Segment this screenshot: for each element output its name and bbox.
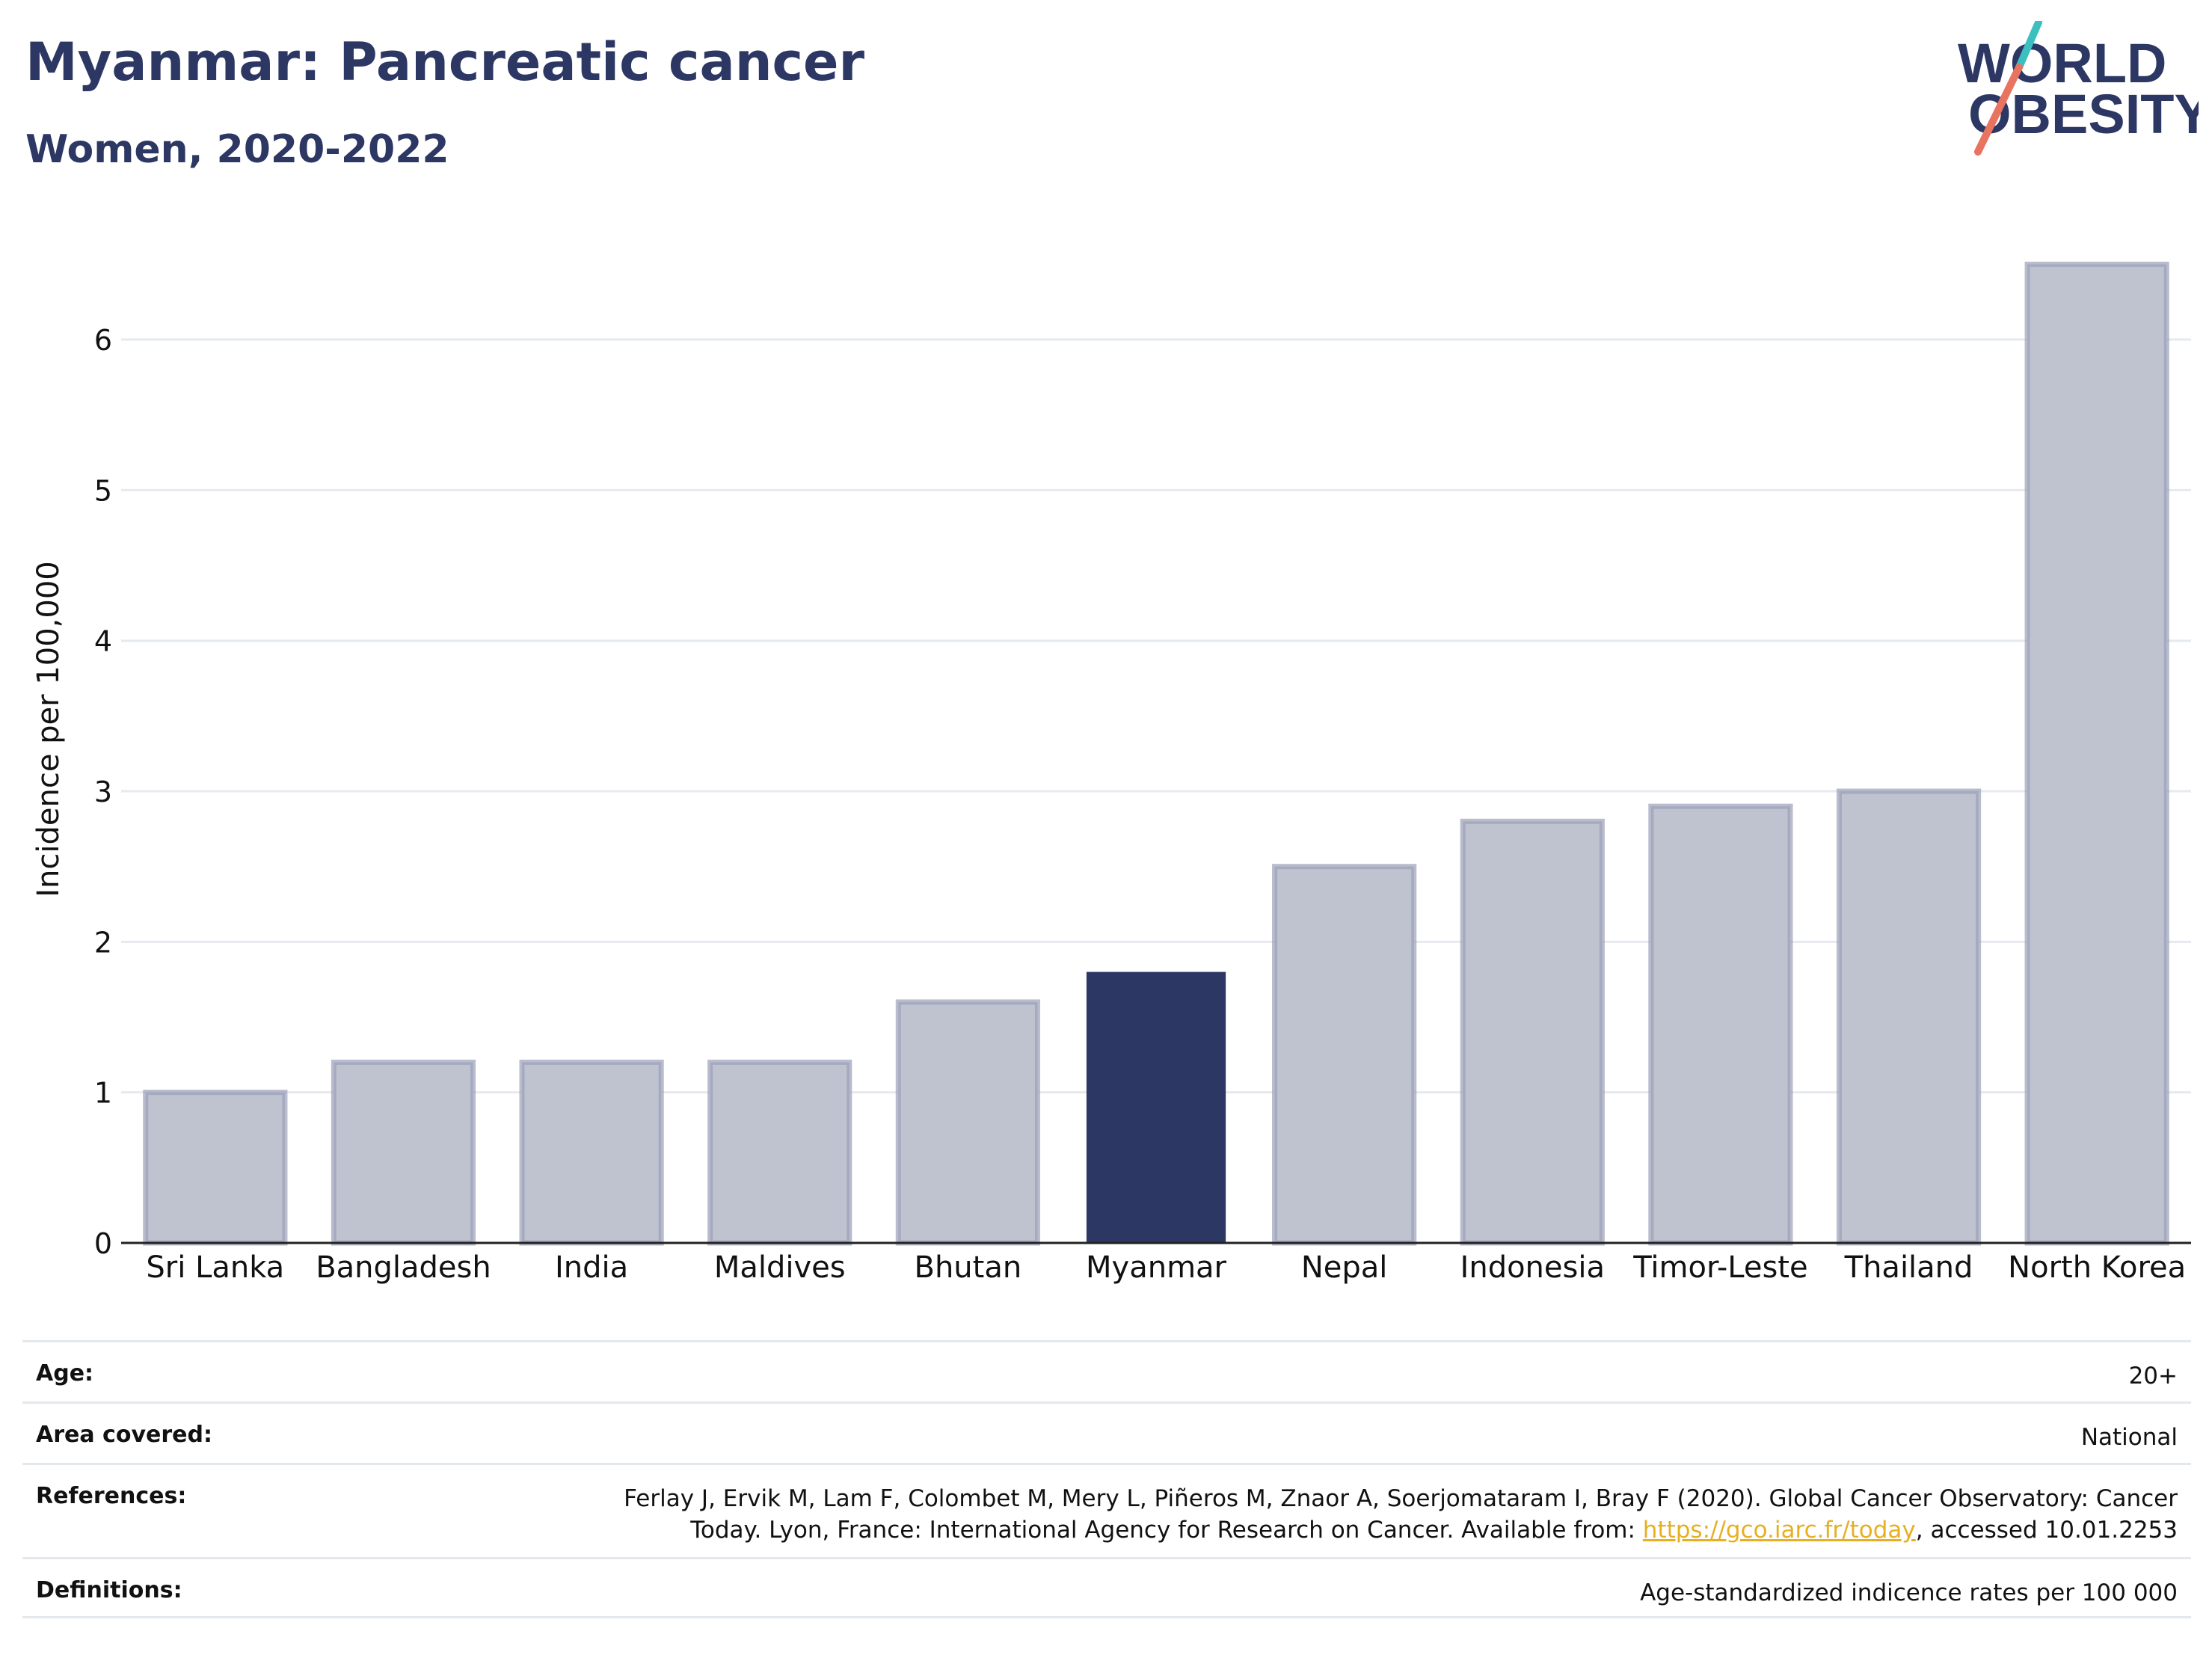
bar-indonesia[interactable]: [1460, 818, 1605, 1246]
chart-subtitle: Women, 2020-2022: [25, 127, 449, 172]
references-value: Ferlay J, Ervik M, Lam F, Colombet M, Me…: [624, 1465, 2178, 1546]
bar-timor-leste[interactable]: [1648, 803, 1793, 1246]
x-tick-label: Bhutan: [915, 1250, 1022, 1285]
x-tick-label: Thailand: [1844, 1250, 1973, 1285]
bar-nepal[interactable]: [1272, 864, 1417, 1246]
x-tick-label: Myanmar: [1086, 1250, 1227, 1285]
axes: 0 1 2 3 4 5 6 Sri Lanka Bangladesh India Maldives B…: [94, 324, 2191, 1285]
bar-maldives[interactable]: [707, 1059, 852, 1246]
references-label: References:: [36, 1483, 187, 1509]
x-tick-label: Bangladesh: [316, 1250, 491, 1285]
x-tick-label: Sri Lanka: [146, 1250, 284, 1285]
world-obesity-logo: WORLD OBESITY: [1958, 21, 2199, 156]
area-value: National: [2080, 1424, 2178, 1451]
logo-slash-coral: [1974, 64, 2023, 156]
y-tick-label: 4: [94, 625, 112, 658]
references-line-2-suffix: , accessed 10.01.2253: [1915, 1517, 2178, 1544]
definitions-label: Definitions:: [36, 1577, 182, 1603]
y-tick-label: 1: [94, 1077, 112, 1110]
x-tick-label: Nepal: [1301, 1250, 1388, 1285]
bar-north-korea[interactable]: [2024, 261, 2169, 1246]
x-tick-label: Maldives: [714, 1250, 846, 1285]
y-tick-label: 6: [94, 324, 112, 357]
area-label: Area covered:: [36, 1422, 212, 1448]
chart-title: Myanmar: Pancreatic cancer: [25, 31, 865, 93]
bar-myanmar[interactable]: [1086, 971, 1226, 1243]
bar-sri-lanka[interactable]: [143, 1090, 288, 1246]
bar-bhutan[interactable]: [895, 999, 1040, 1246]
x-tick-label: India: [555, 1250, 628, 1285]
references-line-2-prefix: Today. Lyon, France: International Agenc…: [690, 1517, 1643, 1544]
logo-word-world: WORLD: [1958, 32, 2167, 94]
meta-row-references: References: Ferlay J, Ervik M, Lam F, Co…: [22, 1463, 2191, 1557]
definitions-value: Age-standardized indicence rates per 100…: [1640, 1579, 2178, 1606]
y-tick-label: 5: [94, 474, 112, 507]
references-link[interactable]: https://gco.iarc.fr/today: [1642, 1517, 1916, 1544]
x-tick-label: North Korea: [2008, 1250, 2186, 1285]
metadata-table: Age: 20+ Area covered: National Referenc…: [22, 1340, 2191, 1618]
meta-row-definitions: Definitions: Age-standardized indicence …: [22, 1557, 2191, 1618]
y-axis-label: Incidence per 100,000: [31, 561, 66, 897]
references-line-1: Ferlay J, Ervik M, Lam F, Colombet M, Me…: [624, 1485, 2178, 1512]
age-value: 20+: [2128, 1363, 2178, 1390]
x-tick-label: Indonesia: [1460, 1250, 1605, 1285]
y-tick-label: 3: [94, 776, 112, 808]
bar-india[interactable]: [519, 1059, 664, 1246]
logo-slash-teal: [2015, 21, 2042, 71]
bar-bangladesh[interactable]: [331, 1059, 476, 1246]
meta-row-age: Age: 20+: [22, 1340, 2191, 1401]
bars: [143, 261, 2169, 1246]
y-tick-label: 0: [94, 1227, 112, 1260]
age-label: Age:: [36, 1360, 94, 1387]
y-tick-label: 2: [94, 926, 112, 959]
meta-row-area: Area covered: National: [22, 1401, 2191, 1463]
x-tick-label: Timor-Leste: [1632, 1250, 1807, 1285]
bar-chart: 0 1 2 3 4 5 6 Sri Lanka Bangladesh India Maldives B…: [31, 261, 2191, 1285]
bar-thailand[interactable]: [1836, 788, 1982, 1246]
